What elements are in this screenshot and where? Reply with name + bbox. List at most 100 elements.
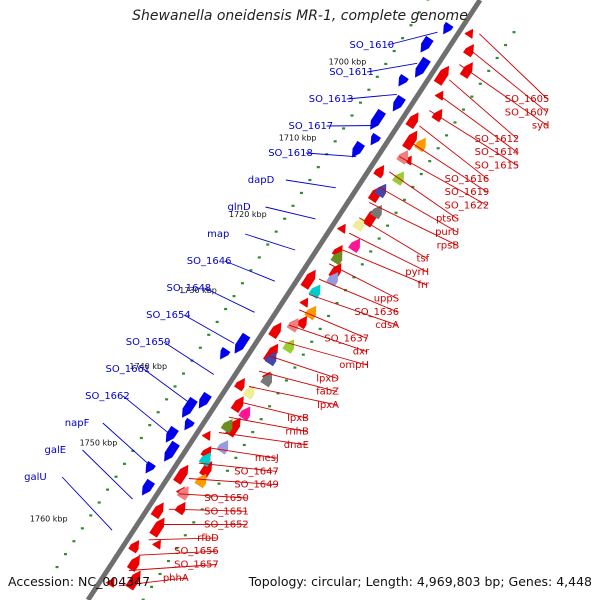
reverse-gene-arrow — [370, 108, 386, 130]
forward-gene-label: dxr — [353, 347, 370, 358]
forward-gene-arrow — [463, 43, 474, 58]
forward-gene-label: SO_1656 — [174, 546, 219, 557]
forward-gene-arrow — [126, 555, 140, 572]
position-tick — [156, 411, 160, 414]
forward-gene-arrow — [268, 322, 282, 340]
position-tick — [367, 88, 371, 91]
forward-gene-arrow — [373, 165, 385, 179]
reverse-gene-arrow-shape — [145, 461, 156, 474]
feature-block — [370, 204, 382, 220]
forward-gene-arrow-shape — [126, 555, 140, 572]
reverse-gene-arrow-shape — [234, 332, 251, 354]
forward-gene-arrow-shape — [201, 430, 211, 441]
position-tick — [377, 237, 381, 240]
reverse-label-leader — [387, 31, 438, 46]
reverse-gene-arrow — [234, 332, 251, 354]
forward-gene-label: pyrH — [405, 267, 429, 278]
feature-block — [194, 473, 207, 489]
forward-label-leader — [198, 462, 277, 472]
feature-block-shape — [348, 238, 361, 253]
feature-block — [348, 238, 361, 253]
position-tick — [158, 572, 162, 576]
position-tick — [242, 443, 246, 447]
reverse-gene-arrow-shape — [420, 35, 434, 53]
position-tick — [375, 75, 379, 78]
forward-label-leader — [398, 156, 488, 206]
position-tick — [394, 211, 398, 214]
feature-block-shape — [304, 305, 317, 321]
forward-gene-label: rnhB — [285, 427, 309, 438]
forward-gene-arrow-shape — [459, 62, 473, 79]
forward-gene-label: SO_1636 — [354, 307, 399, 318]
reverse-gene-label: SO_1648 — [167, 283, 212, 294]
forward-label-leader — [479, 33, 548, 100]
reverse-gene-arrow — [165, 425, 179, 443]
reverse-gene-label: SO_1659 — [126, 337, 171, 348]
feature-block — [352, 217, 365, 232]
forward-gene-arrow — [296, 315, 308, 330]
reverse-gene-label: SO_1662 — [85, 391, 130, 402]
reverse-gene-arrow — [351, 140, 366, 158]
forward-label-leader — [178, 493, 247, 499]
position-tick — [417, 11, 421, 14]
forward-label-leader — [419, 125, 488, 180]
position-tick — [224, 307, 228, 311]
reverse-gene-arrow-shape — [414, 56, 431, 78]
reverse-label-leader — [306, 152, 357, 158]
feature-block-shape — [370, 204, 382, 220]
forward-label-leader — [308, 294, 398, 326]
position-tick — [478, 82, 482, 85]
forward-gene-arrow-shape — [105, 577, 115, 588]
forward-gene-label: lpxD — [316, 373, 339, 384]
forward-gene-label: SO_1657 — [174, 560, 219, 571]
reverse-gene-label: SO_1617 — [289, 121, 334, 132]
kbp-scale-label: 1740 kbp — [129, 362, 167, 371]
reverse-gene-arrow — [370, 132, 381, 146]
forward-label-leader — [449, 79, 518, 140]
reverse-gene-arrow — [443, 21, 454, 35]
forward-gene-arrow — [230, 396, 244, 413]
reverse-gene-arrow — [220, 347, 231, 360]
reverse-gene-label: SO_1654 — [146, 310, 191, 321]
forward-gene-label: SO_1652 — [204, 520, 249, 531]
feature-block-shape — [392, 171, 404, 186]
forward-gene-arrow-shape — [337, 223, 346, 234]
forward-gene-label: SO_1615 — [475, 161, 520, 172]
position-tick — [266, 243, 270, 246]
forward-label-leader — [118, 577, 187, 587]
position-tick — [386, 224, 390, 227]
reverse-gene-label: glnD — [228, 202, 251, 213]
forward-gene-label: cdsA — [375, 320, 399, 331]
forward-label-leader — [469, 48, 548, 113]
forward-gene-arrow-shape — [402, 130, 418, 151]
position-tick — [342, 127, 346, 130]
forward-gene-label: frr — [418, 280, 430, 291]
forward-gene-arrow-shape — [373, 165, 385, 179]
feature-block — [216, 440, 229, 455]
reverse-label-leader — [326, 125, 377, 127]
forward-gene-label: rpsB — [437, 240, 460, 251]
forward-gene-label: ptsG — [436, 214, 459, 225]
feature-block — [220, 418, 233, 434]
forward-gene-arrow — [299, 297, 309, 308]
reverse-gene-arrow — [392, 94, 406, 112]
forward-label-leader — [228, 416, 307, 432]
position-tick — [141, 598, 145, 600]
forward-label-leader — [369, 202, 458, 246]
feature-block-shape — [282, 339, 295, 354]
forward-label-leader — [258, 370, 338, 393]
forward-gene-arrow-shape — [230, 396, 244, 413]
position-tick — [401, 37, 405, 40]
kbp-scale-label: 1730 kbp — [179, 286, 217, 295]
position-tick — [215, 320, 219, 324]
position-tick — [217, 482, 221, 485]
feature-block-shape — [286, 318, 299, 333]
feature-block — [282, 339, 295, 354]
feature-block — [413, 137, 426, 153]
position-tick — [148, 424, 152, 427]
reverse-gene-label: SO_1613 — [309, 94, 354, 105]
reverse-gene-label: SO_1646 — [187, 256, 232, 267]
reverse-gene-arrow — [414, 56, 431, 78]
reverse-gene-arrow — [145, 461, 156, 474]
forward-gene-arrow — [405, 112, 419, 130]
